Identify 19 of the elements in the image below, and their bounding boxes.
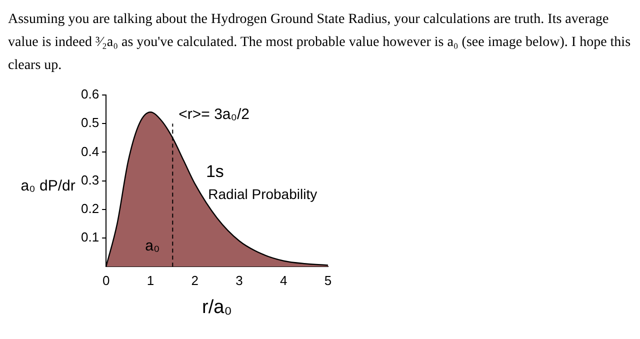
y-tick-label: 0.6 bbox=[80, 86, 100, 102]
y-tick-label: 0.2 bbox=[80, 200, 100, 216]
y-tick-label: 0.5 bbox=[80, 115, 100, 130]
y-tick-label: 0.4 bbox=[80, 144, 100, 159]
y-tick-label: 0.3 bbox=[80, 172, 100, 188]
annotation: a₀ bbox=[145, 238, 160, 255]
x-tick-label: 4 bbox=[280, 272, 288, 288]
annotation: 1s bbox=[206, 162, 224, 181]
x-tick-label: 5 bbox=[324, 272, 332, 288]
y-axis-title: a₀ dP/dr bbox=[20, 178, 76, 195]
x-axis-title: r/a₀ bbox=[202, 296, 232, 318]
x-tick-label: 1 bbox=[146, 272, 154, 288]
chart-title: Assuming you are talking about the Hydrogen Ground State Radius, your calculations are truth. Its average value is indeed ³⁄₂a₀ as you've calculated. The most probable value however is a₀ (see image below). I hope this clears up. bbox=[8, 11, 632, 75]
ref-line-label: <r>= 3a₀/2 bbox=[178, 106, 250, 124]
y-tick-label: 0.1 bbox=[80, 230, 100, 245]
annotation: Radial Probability bbox=[208, 186, 318, 202]
x-tick-label: 2 bbox=[191, 272, 198, 288]
x-tick-label: 0 bbox=[102, 272, 110, 288]
x-tick-label: 3 bbox=[236, 272, 243, 288]
